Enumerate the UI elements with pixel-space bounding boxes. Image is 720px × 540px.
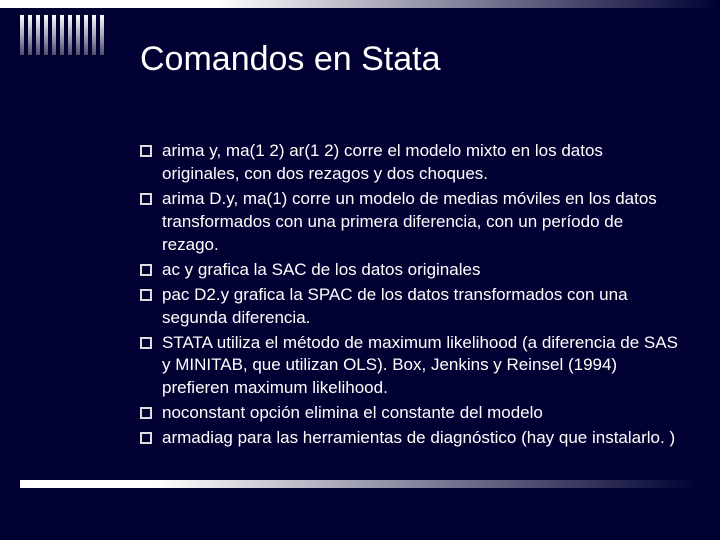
list-item: arima y, ma(1 2) ar(1 2) corre el modelo…: [140, 140, 680, 186]
tick: [100, 15, 104, 55]
list-item-text: arima D.y, ma(1) corre un modelo de medi…: [162, 188, 680, 257]
tick: [68, 15, 72, 55]
list-item: STATA utiliza el método de maximum likel…: [140, 332, 680, 401]
tick: [44, 15, 48, 55]
list-item: pac D2.y grafica la SPAC de los datos tr…: [140, 284, 680, 330]
bullet-icon: [140, 193, 152, 205]
tick: [92, 15, 96, 55]
decorative-bottom-bar: [20, 480, 700, 488]
slide-title: Comandos en Stata: [140, 40, 441, 79]
list-item-text: ac y grafica la SAC de los datos origina…: [162, 259, 680, 282]
tick: [52, 15, 56, 55]
list-item: ac y grafica la SAC de los datos origina…: [140, 259, 680, 282]
bullet-icon: [140, 289, 152, 301]
list-item-text: pac D2.y grafica la SPAC de los datos tr…: [162, 284, 680, 330]
tick: [84, 15, 88, 55]
bullet-icon: [140, 432, 152, 444]
list-item: noconstant opción elimina el constante d…: [140, 402, 680, 425]
bullet-icon: [140, 145, 152, 157]
decorative-ticks: [20, 15, 104, 55]
tick: [60, 15, 64, 55]
decorative-top-bar: [0, 0, 720, 8]
bullet-list: arima y, ma(1 2) ar(1 2) corre el modelo…: [140, 140, 680, 452]
tick: [20, 15, 24, 55]
bullet-icon: [140, 264, 152, 276]
list-item: armadiag para las herramientas de diagnó…: [140, 427, 680, 450]
list-item-text: armadiag para las herramientas de diagnó…: [162, 427, 680, 450]
tick: [28, 15, 32, 55]
slide: Comandos en Stata arima y, ma(1 2) ar(1 …: [0, 0, 720, 540]
bullet-icon: [140, 407, 152, 419]
tick: [36, 15, 40, 55]
list-item-text: STATA utiliza el método de maximum likel…: [162, 332, 680, 401]
bullet-icon: [140, 337, 152, 349]
list-item: arima D.y, ma(1) corre un modelo de medi…: [140, 188, 680, 257]
decorative-bottom-pad: [0, 490, 720, 540]
tick: [76, 15, 80, 55]
list-item-text: noconstant opción elimina el constante d…: [162, 402, 680, 425]
list-item-text: arima y, ma(1 2) ar(1 2) corre el modelo…: [162, 140, 680, 186]
